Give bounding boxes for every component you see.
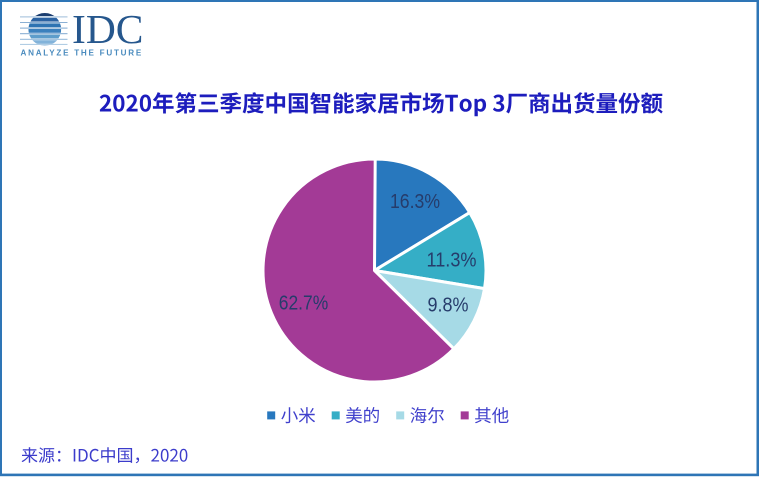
svg-text:16.3%: 16.3% (390, 191, 440, 213)
svg-text:IDC: IDC (72, 6, 143, 52)
svg-text:9.8%: 9.8% (428, 295, 469, 317)
svg-text:11.3%: 11.3% (427, 250, 477, 272)
svg-text:ANALYZE THE FUTURE: ANALYZE THE FUTURE (21, 48, 143, 57)
svg-text:62.7%: 62.7% (279, 293, 329, 315)
